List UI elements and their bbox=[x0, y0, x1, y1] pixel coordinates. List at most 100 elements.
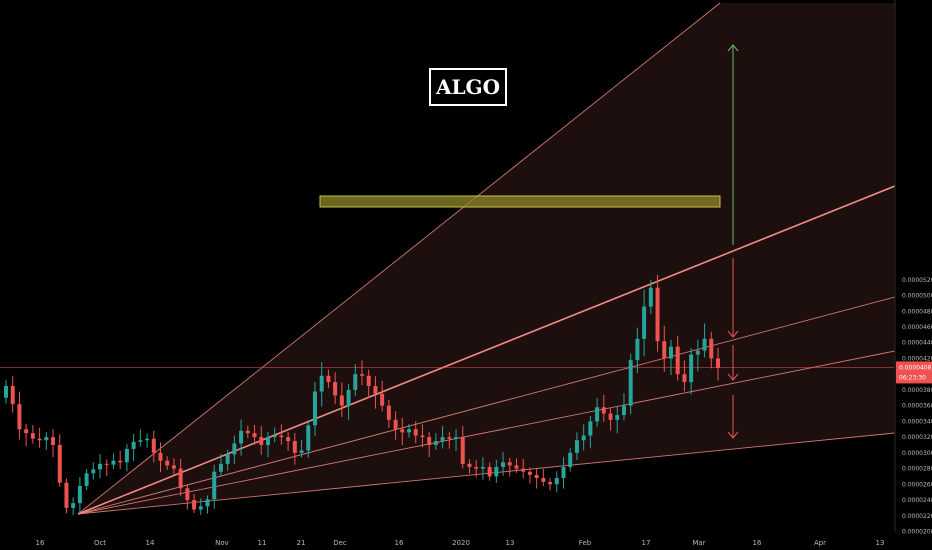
candle-body bbox=[145, 438, 150, 441]
candle-body bbox=[635, 338, 640, 361]
candle-body bbox=[420, 435, 425, 438]
candle-body bbox=[568, 452, 573, 468]
candle-body bbox=[615, 415, 620, 420]
candle-body bbox=[118, 460, 123, 463]
candle-body bbox=[64, 482, 69, 508]
candle-body bbox=[480, 467, 485, 469]
fan-trendline bbox=[77, 2, 721, 515]
price-tick-label: 0.00003800 bbox=[902, 387, 932, 394]
candle-body bbox=[165, 460, 170, 466]
candle-body bbox=[460, 437, 465, 464]
time-tick-label: Oct bbox=[94, 539, 106, 547]
candle-body bbox=[668, 346, 673, 359]
time-tick-label: 13 bbox=[506, 539, 515, 547]
price-tick-label: 0.00003200 bbox=[902, 434, 932, 441]
candle-body bbox=[319, 375, 324, 392]
candle-body bbox=[212, 471, 217, 500]
candle-body bbox=[138, 440, 143, 442]
price-axis-panel[interactable] bbox=[895, 0, 932, 550]
price-tick-label: 0.00003600 bbox=[902, 403, 932, 410]
candle-body bbox=[98, 463, 103, 470]
candle-body bbox=[621, 405, 626, 416]
time-tick-label: 2020 bbox=[452, 539, 470, 547]
candle-body bbox=[427, 437, 432, 445]
candle-body bbox=[192, 500, 197, 510]
candle-body bbox=[185, 488, 190, 501]
candle-body bbox=[561, 467, 566, 479]
candle-body bbox=[286, 437, 291, 442]
candle-body bbox=[440, 437, 445, 442]
chart-title-box: ALGO bbox=[429, 68, 507, 106]
candle-body bbox=[507, 462, 512, 466]
time-tick-label: 13 bbox=[876, 539, 885, 547]
candle-body bbox=[588, 421, 593, 436]
candle-body bbox=[366, 375, 371, 386]
candle-body bbox=[487, 467, 492, 477]
candle-body bbox=[521, 468, 526, 472]
candle-body bbox=[494, 467, 499, 477]
candle-body bbox=[514, 465, 519, 469]
candle-body bbox=[91, 469, 96, 474]
candle-body bbox=[171, 465, 176, 469]
price-tick-label: 0.00004800 bbox=[902, 308, 932, 315]
candle-body bbox=[360, 374, 364, 376]
price-tick-label: 0.00004200 bbox=[902, 355, 932, 362]
candle-body bbox=[574, 440, 579, 453]
candle-body bbox=[131, 441, 136, 449]
candlestick-series bbox=[4, 274, 720, 516]
arrow-down-head bbox=[727, 373, 739, 381]
candle-body bbox=[77, 485, 82, 504]
candle-body bbox=[30, 433, 35, 439]
candle-body bbox=[648, 287, 653, 307]
candle-body bbox=[709, 338, 714, 359]
candle-body bbox=[4, 385, 8, 398]
candle-body bbox=[178, 468, 183, 489]
candle-body bbox=[37, 438, 42, 441]
price-tick-label: 0.00002800 bbox=[902, 466, 932, 473]
fan-trendline bbox=[77, 185, 896, 515]
candle-body bbox=[675, 346, 680, 375]
candle-body bbox=[601, 407, 606, 414]
candle-body bbox=[17, 404, 22, 430]
time-tick-label: 16 bbox=[753, 539, 762, 547]
price-tick-label: 0.00004400 bbox=[902, 340, 932, 347]
candle-body bbox=[433, 441, 438, 445]
candle-body bbox=[447, 437, 452, 439]
time-tick-label: 16 bbox=[395, 539, 404, 547]
time-tick-label: 17 bbox=[642, 539, 651, 547]
candle-body bbox=[252, 433, 257, 438]
price-tick-label: 0.00003000 bbox=[902, 450, 932, 457]
candle-body bbox=[695, 350, 700, 355]
time-tick-label: 16 bbox=[36, 539, 45, 547]
candle-body bbox=[386, 405, 391, 420]
candle-body bbox=[541, 478, 546, 482]
candle-body bbox=[554, 478, 559, 485]
candle-body bbox=[689, 354, 694, 383]
resistance-zone-layer bbox=[319, 195, 721, 208]
candle-body bbox=[158, 452, 163, 461]
candle-body bbox=[239, 430, 244, 444]
resistance-zone bbox=[319, 195, 721, 208]
candle-body bbox=[44, 437, 49, 441]
time-tick-label: 14 bbox=[146, 539, 155, 547]
candle-body bbox=[662, 341, 667, 359]
candle-body bbox=[467, 463, 472, 468]
time-axis-labels: 16 Oct 14 Nov 11 21 Dec 16 2020 13 Feb 17 Mar 16 Apr 13 bbox=[36, 539, 885, 547]
candle-body bbox=[259, 437, 264, 445]
candle-body bbox=[104, 463, 109, 465]
price-tick-label: 0.00002400 bbox=[902, 497, 932, 504]
candle-body bbox=[608, 413, 613, 420]
candle-body bbox=[306, 425, 311, 451]
candle-body bbox=[501, 462, 506, 468]
candle-body bbox=[628, 360, 633, 406]
candle-body bbox=[24, 429, 29, 434]
candle-body bbox=[527, 471, 532, 475]
time-tick-label: Feb bbox=[579, 539, 592, 547]
candle-body bbox=[218, 463, 223, 472]
candle-body bbox=[51, 437, 56, 445]
arrow-up-head bbox=[727, 44, 739, 52]
chart-title: ALGO bbox=[435, 75, 501, 99]
time-tick-label: 21 bbox=[297, 539, 306, 547]
candle-body bbox=[111, 460, 116, 465]
candle-body bbox=[245, 430, 250, 434]
